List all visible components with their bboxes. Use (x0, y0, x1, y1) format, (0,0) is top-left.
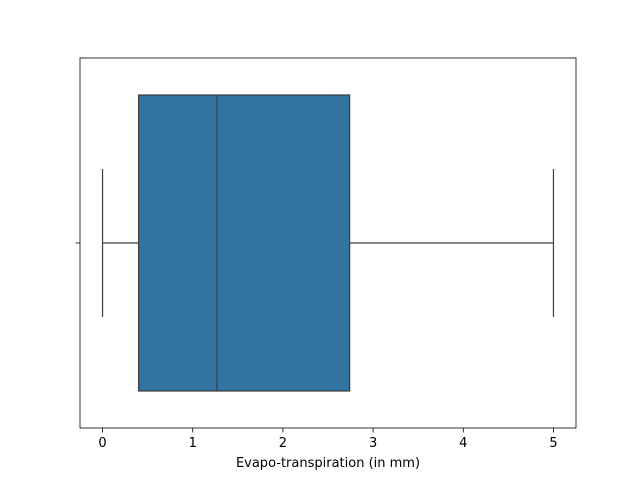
x-tick-label: 0 (98, 436, 106, 451)
x-tick-label: 4 (459, 436, 467, 451)
interquartile-box (138, 94, 351, 392)
x-tick-label: 1 (189, 436, 197, 451)
x-tick-label: 5 (549, 436, 557, 451)
x-tick-label: 3 (369, 436, 377, 451)
x-tick-label: 2 (279, 436, 287, 451)
x-axis-label: Evapo-transpiration (in mm) (236, 456, 420, 471)
box-group (101, 94, 555, 392)
x-axis-ticks: 0 1 2 3 4 5 (98, 428, 558, 451)
